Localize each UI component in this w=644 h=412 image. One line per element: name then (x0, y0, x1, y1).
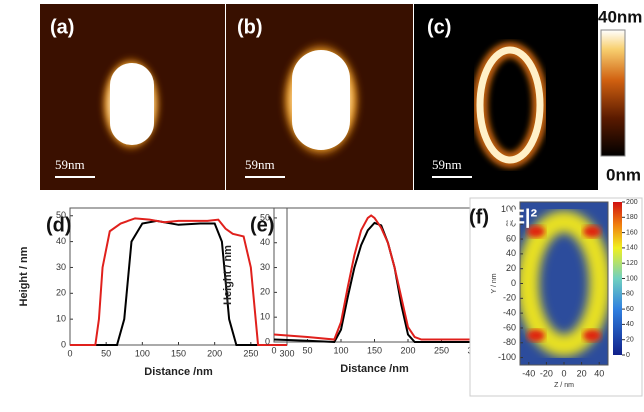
panel-label: (e) (250, 214, 274, 236)
y-axis-label: Height / nm (18, 246, 30, 306)
plot-frame (274, 208, 475, 342)
y-tick-label: 30 (260, 262, 270, 272)
x-tick-label: 150 (171, 348, 186, 358)
figure: (a) 59nm (b) 59nm (c) 59nm 40nm 0nm 0 50 1… (0, 0, 644, 412)
x-tick-label: 150 (367, 345, 382, 355)
colorbar-tick-label: 60 (626, 306, 634, 313)
scale-bar-label: 59nm (245, 157, 275, 172)
y-axis-label: Y / nm (491, 273, 498, 293)
x-tick-label: 50 (302, 345, 312, 355)
y-tick-label: 30 (56, 262, 66, 272)
x-tick-label: 250 (243, 348, 258, 358)
line-series (70, 221, 287, 345)
y-tick-label: 0 (511, 278, 516, 288)
x-tick-label: 250 (434, 345, 449, 355)
y-tick-label: -100 (498, 352, 516, 362)
field-hotspot (583, 330, 601, 342)
afm-image-a: (a) 59nm (40, 4, 225, 190)
y-axis-label: Height / nm (222, 245, 234, 305)
x-tick-label: 20 (577, 368, 587, 378)
y-tick-label: 60 (506, 233, 516, 243)
colorbar-tick-label: 120 (626, 260, 638, 267)
x-axis-label: Distance /nm (340, 363, 409, 375)
x-tick-label: 0 (561, 368, 566, 378)
panel-label: (f) (469, 206, 489, 228)
y-tick-label: 40 (56, 236, 66, 246)
afm-image-b: (b) 59nm (226, 4, 413, 190)
colorbar-tick-label: 0 (626, 352, 630, 359)
y-tick-label: 20 (56, 288, 66, 298)
x-tick-label: 300 (279, 348, 294, 358)
x-tick-label: 0 (67, 348, 72, 358)
panel-label: (d) (46, 214, 72, 236)
x-axis-label: Z / nm (554, 382, 574, 389)
x-tick-label: -40 (522, 368, 535, 378)
y-tick-label: 10 (56, 314, 66, 324)
y-tick-label: 20 (260, 287, 270, 297)
x-tick-label: 100 (333, 345, 348, 355)
field-hotspot (527, 330, 545, 342)
line-series (274, 223, 475, 342)
colorbar (613, 202, 622, 355)
height-colorbar: 40nm 0nm (598, 7, 642, 184)
y-tick-label: 0 (61, 339, 66, 349)
x-tick-label: 200 (400, 345, 415, 355)
y-tick-label: 40 (260, 237, 270, 247)
colorbar-tick-label: 200 (626, 199, 638, 206)
x-tick-label: 100 (135, 348, 150, 358)
x-tick-label: 200 (207, 348, 222, 358)
afm-image-c: (c) 59nm (414, 4, 598, 190)
colorbar-tick-label: 80 (626, 291, 634, 298)
colorbar-tick-label: 160 (626, 229, 638, 236)
y-tick-label: 10 (260, 312, 270, 322)
colorbar-tick-label: 180 (626, 214, 638, 221)
field-hotspot (583, 226, 601, 238)
colorbar-tick-label: 20 (626, 337, 634, 344)
y-tick-label: 40 (506, 248, 516, 258)
x-tick-label: -20 (540, 368, 553, 378)
scale-bar-label: 59nm (55, 157, 85, 172)
colorbar-tick-label: 100 (626, 275, 638, 282)
colorbar-max: 40nm (598, 7, 642, 26)
colorbar-min: 0nm (606, 165, 641, 184)
y-tick-label: 20 (506, 263, 516, 273)
field-title: |E|² (506, 206, 538, 228)
colorbar-tick-label: 40 (626, 321, 634, 328)
y-tick-label: -60 (503, 322, 516, 332)
y-tick-label: 0 (265, 336, 270, 346)
image-label: (c) (427, 16, 451, 38)
colorbar-tick-label: 140 (626, 245, 638, 252)
scale-bar-label: 59nm (432, 157, 462, 172)
line-series (274, 215, 475, 339)
image-label: (a) (50, 16, 74, 38)
x-tick-label: 0 (271, 345, 276, 355)
x-axis-label: Distance /nm (144, 366, 213, 378)
x-tick-label: 50 (101, 348, 111, 358)
y-tick-label: -40 (503, 308, 516, 318)
x-tick-label: 40 (594, 368, 604, 378)
y-tick-label: -20 (503, 293, 516, 303)
y-tick-label: -80 (503, 337, 516, 347)
image-label: (b) (237, 16, 263, 38)
line-series (70, 218, 287, 345)
